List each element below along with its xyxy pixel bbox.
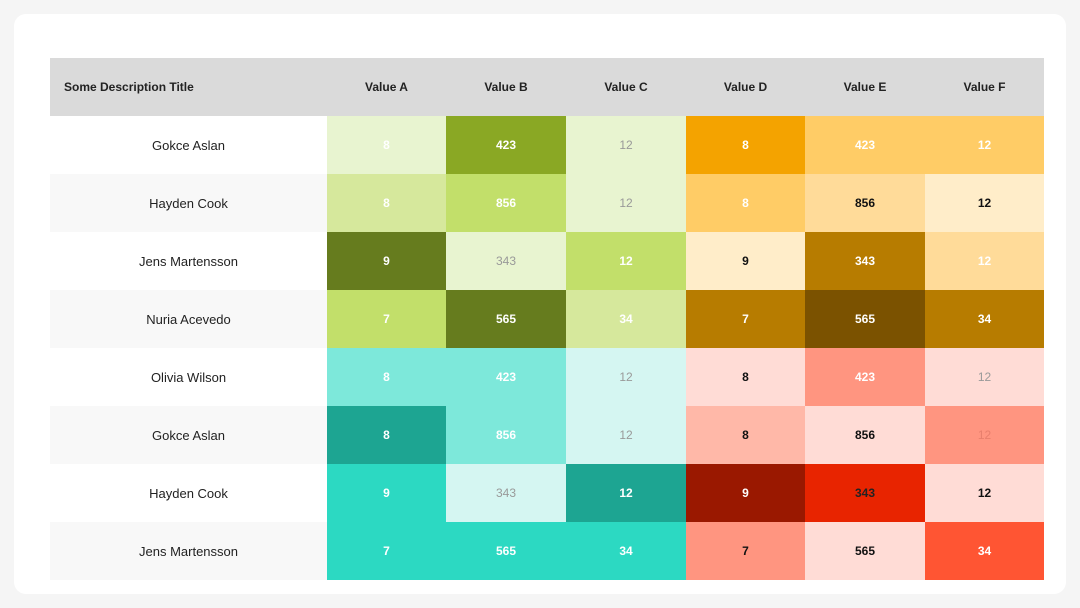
table-row: Hayden Cook 8 856 12 8 856 12 — [50, 174, 1044, 232]
row-label: Hayden Cook — [50, 464, 327, 522]
heat-cell-value-b: 856 — [446, 406, 566, 464]
column-header-value-c: Value C — [566, 58, 686, 116]
header-row: Some Description Title Value A Value B V… — [50, 58, 1044, 116]
heat-cell-value-a: 7 — [327, 290, 446, 348]
heat-cell-value-f: 12 — [925, 232, 1044, 290]
heat-cell-value-d: 7 — [686, 522, 805, 580]
heat-cell-value-c: 12 — [566, 116, 686, 174]
table-row: Gokce Aslan 8 856 12 8 856 12 — [50, 406, 1044, 464]
column-header-value-f: Value F — [925, 58, 1044, 116]
column-header-value-a: Value A — [327, 58, 446, 116]
column-header-value-e: Value E — [805, 58, 925, 116]
heat-cell-value-c: 12 — [566, 406, 686, 464]
table-row: Hayden Cook 9 343 12 9 343 12 — [50, 464, 1044, 522]
heat-cell-value-d: 8 — [686, 174, 805, 232]
table-body: Gokce Aslan 8 423 12 8 423 12 Hayden Cook 8 856 12… — [50, 116, 1044, 580]
heat-cell-value-f: 12 — [925, 464, 1044, 522]
column-header-value-d: Value D — [686, 58, 805, 116]
heat-cell-value-b: 565 — [446, 522, 566, 580]
table-row: Jens Martensson 7 565 34 7 565 34 — [50, 522, 1044, 580]
table-row: Jens Martensson 9 343 12 9 343 12 — [50, 232, 1044, 290]
heat-cell-value-a: 7 — [327, 522, 446, 580]
heat-cell-value-b: 423 — [446, 116, 566, 174]
heat-cell-value-c: 34 — [566, 290, 686, 348]
heat-cell-value-e: 423 — [805, 348, 925, 406]
heat-cell-value-f: 34 — [925, 290, 1044, 348]
table-row: Gokce Aslan 8 423 12 8 423 12 — [50, 116, 1044, 174]
heat-cell-value-b: 343 — [446, 464, 566, 522]
heat-cell-value-e: 343 — [805, 464, 925, 522]
heat-cell-value-d: 9 — [686, 232, 805, 290]
heat-cell-value-a: 8 — [327, 406, 446, 464]
heat-cell-value-b: 423 — [446, 348, 566, 406]
row-label: Jens Martensson — [50, 232, 327, 290]
row-label: Gokce Aslan — [50, 116, 327, 174]
heat-cell-value-c: 12 — [566, 232, 686, 290]
heat-cell-value-e: 565 — [805, 290, 925, 348]
heat-cell-value-a: 8 — [327, 348, 446, 406]
row-label: Hayden Cook — [50, 174, 327, 232]
heat-cell-value-b: 343 — [446, 232, 566, 290]
heat-cell-value-c: 12 — [566, 464, 686, 522]
heat-cell-value-a: 9 — [327, 464, 446, 522]
heat-cell-value-d: 9 — [686, 464, 805, 522]
table-card: Some Description Title Value A Value B V… — [14, 14, 1066, 594]
heat-cell-value-d: 8 — [686, 348, 805, 406]
heat-cell-value-e: 856 — [805, 406, 925, 464]
heat-cell-value-d: 7 — [686, 290, 805, 348]
heat-cell-value-d: 8 — [686, 116, 805, 174]
row-label: Jens Martensson — [50, 522, 327, 580]
heat-cell-value-a: 8 — [327, 116, 446, 174]
heat-cell-value-c: 34 — [566, 522, 686, 580]
heat-cell-value-a: 9 — [327, 232, 446, 290]
heat-cell-value-d: 8 — [686, 406, 805, 464]
heat-cell-value-f: 12 — [925, 348, 1044, 406]
heat-cell-value-f: 12 — [925, 174, 1044, 232]
column-header-description: Some Description Title — [50, 58, 327, 116]
heat-cell-value-f: 12 — [925, 406, 1044, 464]
table-row: Nuria Acevedo 7 565 34 7 565 34 — [50, 290, 1044, 348]
row-label: Nuria Acevedo — [50, 290, 327, 348]
heat-cell-value-e: 343 — [805, 232, 925, 290]
heat-cell-value-f: 12 — [925, 116, 1044, 174]
heat-cell-value-f: 34 — [925, 522, 1044, 580]
row-label: Gokce Aslan — [50, 406, 327, 464]
table-row: Olivia Wilson 8 423 12 8 423 12 — [50, 348, 1044, 406]
heat-cell-value-e: 856 — [805, 174, 925, 232]
row-label: Olivia Wilson — [50, 348, 327, 406]
heat-cell-value-a: 8 — [327, 174, 446, 232]
column-header-value-b: Value B — [446, 58, 566, 116]
heat-cell-value-b: 856 — [446, 174, 566, 232]
heat-cell-value-b: 565 — [446, 290, 566, 348]
heat-cell-value-e: 423 — [805, 116, 925, 174]
heat-cell-value-c: 12 — [566, 174, 686, 232]
heat-cell-value-c: 12 — [566, 348, 686, 406]
heatmap-table: Some Description Title Value A Value B V… — [50, 58, 1044, 580]
heat-cell-value-e: 565 — [805, 522, 925, 580]
